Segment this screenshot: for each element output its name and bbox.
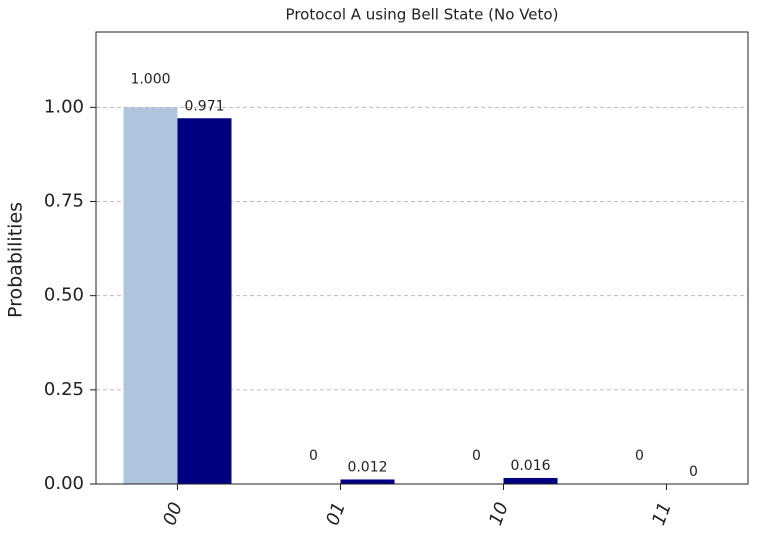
bar bbox=[177, 118, 232, 485]
chart-title: Protocol A using Bell State (No Veto) bbox=[286, 6, 559, 24]
x-tick-label: 00 bbox=[159, 499, 187, 528]
x-tick-label: 10 bbox=[485, 499, 513, 528]
bar bbox=[123, 107, 178, 484]
value-label: 0 bbox=[689, 464, 698, 480]
value-label: 0 bbox=[635, 448, 644, 464]
y-tick-label: 1.00 bbox=[44, 96, 84, 117]
y-tick-label: 0.50 bbox=[44, 285, 84, 306]
value-label: 0.016 bbox=[510, 458, 550, 474]
y-tick-label: 0.25 bbox=[44, 379, 84, 400]
value-label: 0 bbox=[309, 448, 318, 464]
y-tick-label: 0.75 bbox=[44, 191, 84, 212]
value-label: 0.012 bbox=[347, 459, 387, 475]
value-label: 0 bbox=[472, 448, 481, 464]
y-tick-label: 0.00 bbox=[44, 473, 84, 494]
plot-frame bbox=[95, 31, 749, 485]
value-label: 1.000 bbox=[130, 71, 170, 87]
bar bbox=[340, 479, 395, 484]
x-tick-label: 01 bbox=[322, 499, 350, 528]
x-tick-label: 11 bbox=[648, 499, 676, 528]
bar bbox=[503, 477, 558, 484]
value-label: 0.971 bbox=[184, 98, 224, 114]
y-axis-label: Probabilities bbox=[5, 202, 27, 318]
